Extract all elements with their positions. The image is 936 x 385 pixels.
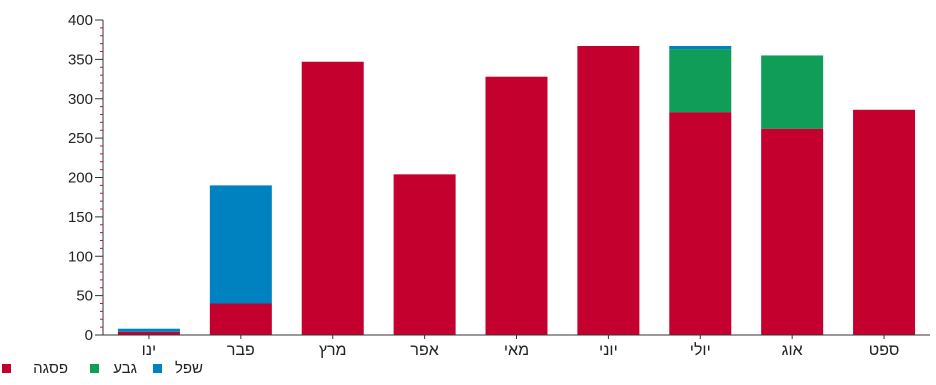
x-tick-label: מרץ [319,342,347,359]
bar-segment [485,76,548,335]
bar-segment [669,45,732,50]
legend-label: גבע [113,360,137,377]
x-tick-label: פבר [227,342,255,359]
y-tick-label: 200 [68,170,93,187]
legend-swatch [90,364,99,373]
legend-swatch [153,364,162,373]
y-tick-label: 100 [68,248,93,265]
bar-segment [669,112,732,335]
x-tick-label: יולי [690,341,711,359]
legend-label: שפל [175,360,203,377]
bar-segment [393,174,456,335]
legend: פסגה גבע שפל [2,360,203,377]
y-tick-label: 150 [68,209,93,226]
bar-segment [577,45,640,336]
y-tick-label: 250 [68,130,93,147]
y-tick-label: 50 [76,288,93,305]
bar-segment [209,185,272,304]
x-tick-label: יוני [599,342,618,359]
bar-segment [669,49,732,113]
y-tick-label: 350 [68,51,93,68]
bar-segment [761,55,824,129]
bar-segment [117,328,180,332]
legend-swatch [2,364,11,373]
bar-segment [117,331,180,335]
y-tick-label: 300 [68,91,93,108]
y-axis: 0 50 100 150 200 250 300 350 400 [68,12,104,344]
x-tick-label: אוג [782,342,803,359]
x-tick-label: אפר [410,342,438,359]
x-tick-label: מאי [504,342,529,359]
y-tick-label: 400 [68,12,93,29]
y-tick-label: 0 [85,327,93,344]
x-tick-label: ינו [142,342,157,359]
bar-segment [761,128,824,335]
bars-layer [117,45,916,336]
x-tick-label: ספט [869,342,900,359]
bar-segment [301,61,364,336]
bar-segment [853,109,916,336]
x-axis: ינו פבר מרץ אפר מאי יוני יולי אוג ספט [103,334,930,359]
bar-segment [209,303,272,335]
legend-label: פסגה [33,360,68,377]
